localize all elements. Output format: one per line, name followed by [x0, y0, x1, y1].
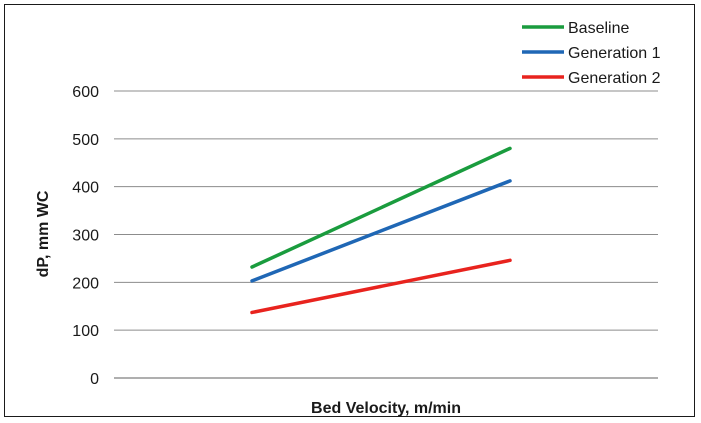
y-tick-labels: 0 100 200 300 400 500 600 [72, 84, 99, 388]
y-tick-label: 0 [90, 371, 99, 388]
legend-label: Generation 2 [568, 70, 661, 87]
series-line-3 [250, 258, 512, 315]
y-tick-label: 100 [72, 323, 99, 340]
chart-frame [4, 4, 695, 417]
y-tick-label: 300 [72, 228, 99, 245]
series-line-2 [250, 179, 512, 283]
gridlines [114, 90, 658, 331]
y-axis-title: dP, mm WC [35, 190, 52, 277]
legend-label: Generation 1 [568, 45, 661, 62]
series-lines [250, 146, 512, 315]
x-axis-title: Bed Velocity, m/min [311, 400, 461, 417]
y-tick-label: 400 [72, 180, 99, 197]
y-tick-label: 200 [72, 275, 99, 292]
legend-label: Baseline [568, 20, 629, 37]
y-tick-label: 500 [72, 132, 99, 149]
legend: Baseline Generation 1 Generation 2 [522, 20, 661, 87]
y-tick-label: 600 [72, 84, 99, 101]
series-line-1 [250, 146, 512, 269]
